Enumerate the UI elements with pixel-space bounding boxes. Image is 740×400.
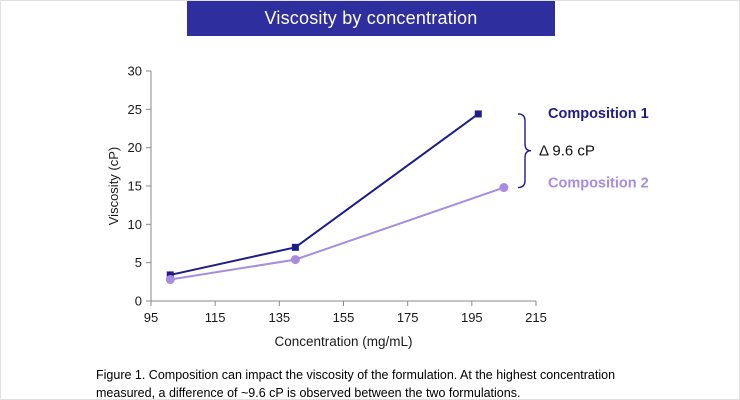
- x-axis-label: Concentration (mg/mL): [274, 334, 412, 349]
- y-tick-label: 15: [128, 179, 142, 194]
- x-tick-label: 155: [333, 310, 355, 325]
- marker-composition-2: [290, 255, 300, 265]
- y-tick-label: 0: [135, 294, 142, 309]
- y-axis-label: Viscosity (cP): [106, 147, 121, 226]
- x-tick-label: 195: [461, 310, 483, 325]
- series-line-composition-1: [170, 113, 479, 276]
- x-tick-label: 135: [268, 310, 290, 325]
- marker-composition-1: [474, 110, 482, 118]
- caption-line-1: Figure 1. Composition can impact the vis…: [96, 368, 616, 382]
- y-tick-label: 30: [128, 64, 142, 79]
- viscosity-chart: 0 5 10 15 20 25 30 95 115 135 155 175 195 215 Concentr…: [76, 46, 736, 351]
- legend-label-composition-2: Composition 2: [548, 176, 649, 192]
- series-line-composition-2: [170, 186, 505, 281]
- x-tick-label: 175: [397, 310, 419, 325]
- y-tick-label: 25: [128, 102, 142, 117]
- x-tick-label: 215: [525, 310, 547, 325]
- x-tick-label: 95: [144, 310, 158, 325]
- y-tick-label: 10: [128, 217, 142, 232]
- chart-title: Viscosity by concentration: [264, 8, 478, 28]
- caption-line-2: measured, a difference of ~9.6 cP is obs…: [96, 385, 521, 400]
- y-tick-label: 20: [128, 140, 142, 155]
- figure-caption: Figure 1. Composition can impact the vis…: [96, 367, 676, 400]
- delta-bracket: [517, 113, 532, 189]
- marker-composition-1: [166, 271, 174, 279]
- chart-title-banner: Viscosity by concentration: [187, 1, 555, 36]
- x-tick-label: 115: [205, 310, 226, 325]
- marker-composition-1: [291, 243, 299, 251]
- legend-label-composition-1: Composition 1: [548, 106, 649, 122]
- y-tick-label: 5: [135, 255, 142, 270]
- delta-annotation: Δ 9.6 cP: [539, 143, 595, 160]
- line-chart-canvas: 0 5 10 15 20 25 30 95 115 135 155 175 195 215 Concentr…: [106, 64, 649, 350]
- marker-composition-2: [165, 275, 175, 285]
- marker-composition-2: [499, 183, 509, 193]
